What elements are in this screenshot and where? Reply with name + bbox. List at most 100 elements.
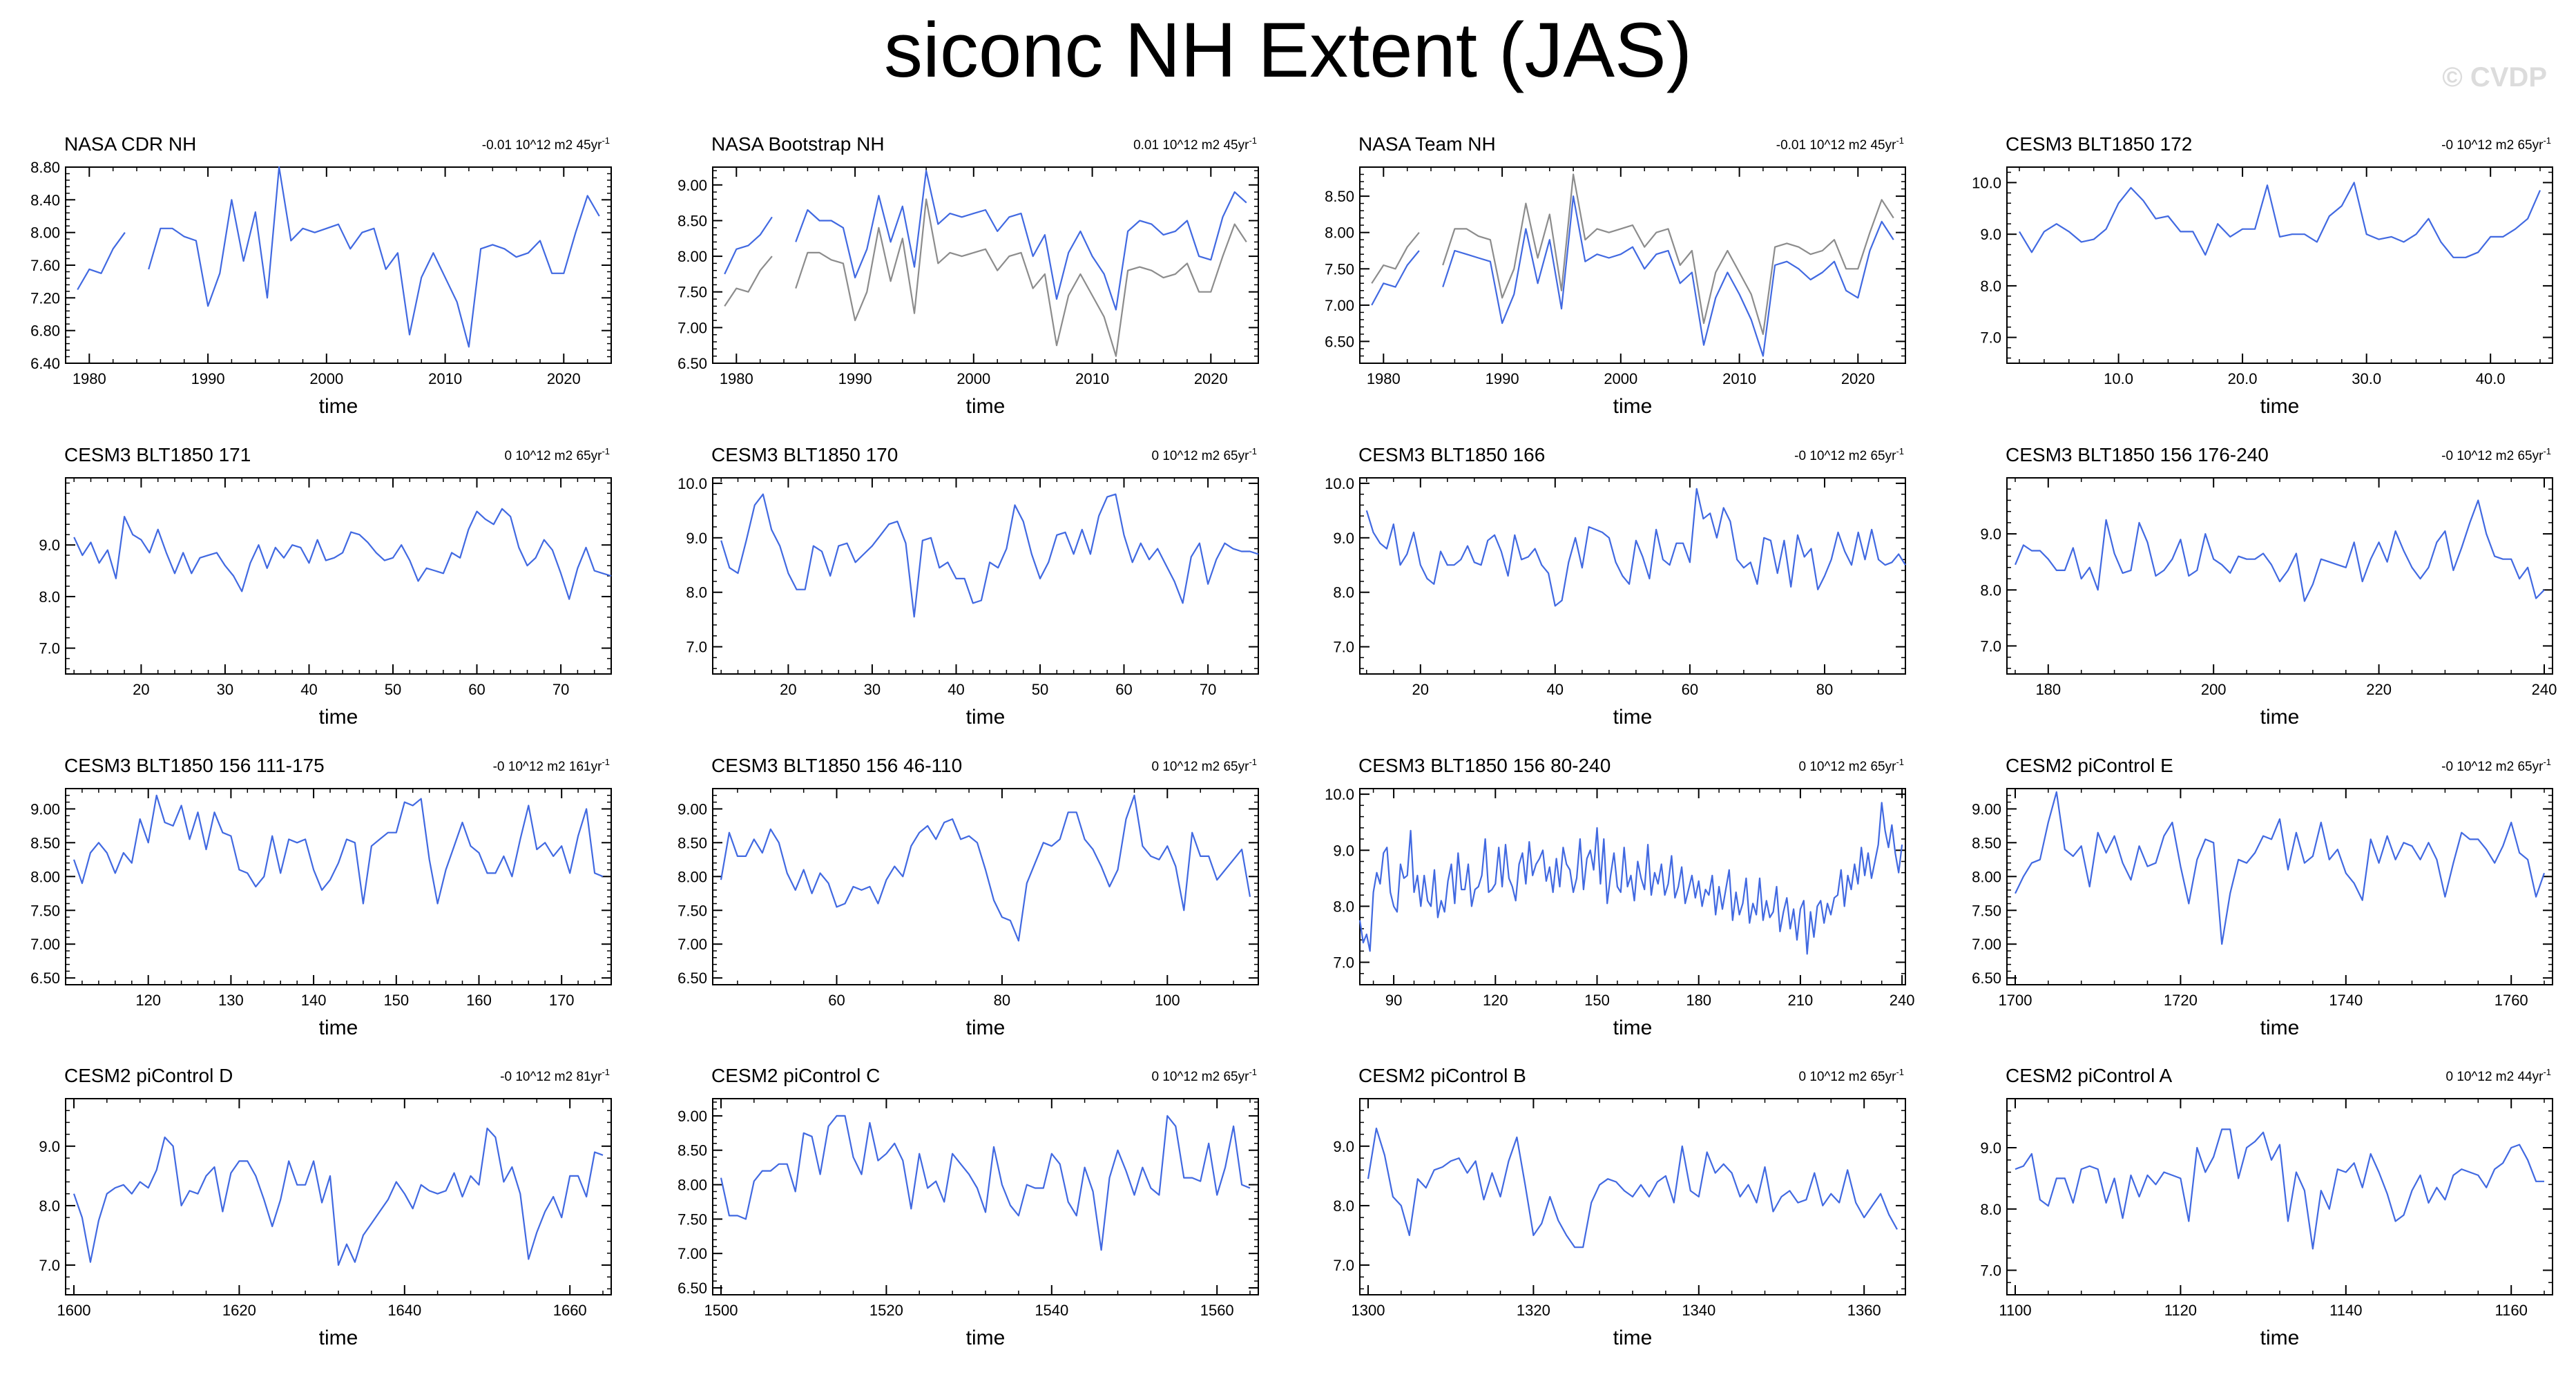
- trend-superscript: -1: [602, 446, 610, 456]
- chart-panel-1: NASA CDR NH -0.01 10^12 m2 45yr-1 1980 1990…: [30, 133, 612, 418]
- x-axis-label: time: [966, 395, 1006, 418]
- trend-text: 0 10^12 m2 65yr: [1798, 1070, 1896, 1084]
- x-axis-label: time: [966, 706, 1006, 729]
- plot-frame: [2006, 477, 2553, 675]
- y-tick-label: 8.0: [39, 1197, 60, 1215]
- y-tick-label: 7.50: [1972, 902, 2001, 919]
- x-tick-label: 1720: [2164, 992, 2198, 1009]
- x-tick-label: 120: [135, 992, 161, 1009]
- plot-frame: [712, 788, 1259, 985]
- x-axis-label: time: [1613, 395, 1653, 418]
- series-line-1: [73, 508, 612, 600]
- y-tick-label: 8.50: [30, 834, 60, 851]
- trend-text: 0 10^12 m2 65yr: [1151, 760, 1249, 774]
- y-tick-label: 8.50: [677, 834, 707, 851]
- panel-title: NASA Team NH: [1358, 133, 1496, 155]
- x-tick-label: 60: [1682, 681, 1698, 698]
- panel-title: NASA Bootstrap NH: [711, 133, 885, 155]
- x-tick-label: 1990: [1486, 370, 1519, 387]
- x-axis-label: time: [319, 1016, 358, 1039]
- x-tick-label: 2000: [1604, 370, 1637, 387]
- trend-annotation: 0 10^12 m2 65yr-1: [1151, 446, 1257, 463]
- x-tick-label: 1320: [1517, 1302, 1550, 1319]
- x-tick-label: 80: [1816, 681, 1833, 698]
- y-tick-label: 8.0: [39, 588, 60, 606]
- x-axis-label: time: [1613, 1016, 1653, 1039]
- y-tick-label: 6.50: [30, 970, 60, 987]
- x-axis-label: time: [319, 1327, 358, 1349]
- trend-text: -0 10^12 m2 65yr: [1794, 449, 1896, 463]
- panel-title: CESM3 BLT1850 166: [1358, 444, 1545, 465]
- y-tick-label: 7.0: [1333, 954, 1354, 972]
- y-tick-label: 7.0: [1980, 329, 2001, 347]
- x-tick-label: 1340: [1682, 1302, 1715, 1319]
- trend-text: 0 10^12 m2 65yr: [1798, 760, 1896, 774]
- x-axis-label: time: [319, 706, 358, 729]
- x-tick-label: 1140: [2329, 1302, 2362, 1319]
- trend-annotation: -0.01 10^12 m2 45yr-1: [1776, 135, 1904, 153]
- trend-annotation: 0 10^12 m2 65yr-1: [1151, 1067, 1257, 1084]
- y-tick-label: 7.00: [30, 936, 60, 953]
- x-axis-label: time: [2260, 1016, 2300, 1039]
- x-tick-label: 150: [1584, 992, 1610, 1009]
- x-tick-label: 2020: [1194, 370, 1228, 387]
- trend-annotation: -0 10^12 m2 65yr-1: [2441, 446, 2551, 463]
- x-tick-label: 2000: [309, 370, 343, 387]
- x-tick-label: 220: [2366, 681, 2392, 698]
- y-tick-label: 7.50: [30, 902, 60, 919]
- y-tick-label: 8.40: [30, 191, 60, 209]
- y-tick-label: 7.00: [1325, 297, 1354, 314]
- y-tick-label: 9.0: [39, 537, 60, 554]
- trend-annotation: 0 10^12 m2 65yr-1: [504, 446, 610, 463]
- x-axis-label: time: [1613, 706, 1653, 729]
- y-tick-label: 9.0: [686, 530, 707, 547]
- x-tick-label: 1100: [1999, 1302, 2031, 1319]
- panel-title: CESM3 BLT1850 156 80-240: [1358, 755, 1611, 776]
- plot-frame: [65, 477, 612, 675]
- y-tick-label: 7.00: [677, 936, 707, 953]
- plot-frame: [65, 788, 612, 985]
- chart-panel-15: CESM2 piControl B 0 10^12 m2 65yr-1 1300 13…: [1333, 1065, 1906, 1349]
- panel-title: NASA CDR NH: [64, 133, 196, 155]
- x-tick-label: 1980: [720, 370, 753, 387]
- chart-panel-5: CESM3 BLT1850 171 0 10^12 m2 65yr-1 20 30 40…: [39, 444, 612, 729]
- series-line-1: [1367, 1127, 1898, 1249]
- x-tick-label: 2000: [957, 370, 990, 387]
- x-tick-label: 180: [2035, 681, 2061, 698]
- x-tick-label: 40: [300, 681, 317, 698]
- x-tick-label: 180: [1686, 992, 1711, 1009]
- x-tick-label: 170: [549, 992, 575, 1009]
- x-tick-label: 100: [1155, 992, 1180, 1009]
- y-tick-label: 8.00: [677, 1177, 707, 1194]
- y-tick-label: 8.00: [1972, 868, 2001, 885]
- chart-panel-12: CESM2 piControl E -0 10^12 m2 65yr-1 1700 1…: [1972, 755, 2553, 1039]
- x-tick-label: 1160: [2495, 1302, 2528, 1319]
- series-line-1: [720, 794, 1251, 942]
- plot-frame: [2006, 166, 2553, 364]
- x-tick-label: 60: [468, 681, 485, 698]
- y-tick-label: 9.00: [677, 177, 707, 194]
- trend-annotation: 0 10^12 m2 65yr-1: [1151, 757, 1257, 774]
- x-tick-label: 140: [301, 992, 327, 1009]
- x-tick-label: 1520: [869, 1302, 903, 1319]
- chart-panel-11: CESM3 BLT1850 156 80-240 0 10^12 m2 65yr-…: [1325, 755, 1914, 1039]
- trend-text: 0 10^12 m2 65yr: [1151, 449, 1249, 463]
- x-tick-label: 200: [2201, 681, 2227, 698]
- y-tick-label: 6.40: [30, 355, 60, 372]
- x-tick-label: 60: [1115, 681, 1132, 698]
- y-tick-label: 8.0: [1980, 278, 2001, 295]
- chart-panel-6: CESM3 BLT1850 170 0 10^12 m2 65yr-1 20 30 40…: [677, 444, 1259, 729]
- y-tick-label: 9.0: [39, 1138, 60, 1155]
- y-tick-label: 6.50: [1972, 970, 2001, 987]
- series-line-1: [2015, 1128, 2544, 1250]
- x-axis-label: time: [2260, 706, 2300, 729]
- x-tick-label: 30: [864, 681, 881, 698]
- panel-title: CESM3 BLT1850 156 111-175: [64, 755, 325, 776]
- chart-panel-8: CESM3 BLT1850 156 176-240 -0 10^12 m2 65y…: [1980, 444, 2557, 729]
- plot-frame: [1359, 477, 1906, 675]
- trend-annotation: -0 10^12 m2 65yr-1: [2441, 135, 2551, 153]
- x-tick-label: 10.0: [2104, 370, 2133, 387]
- plot-frame: [712, 166, 1259, 364]
- trend-text: 0 10^12 m2 65yr: [1151, 1070, 1249, 1084]
- x-axis-label: time: [319, 395, 358, 418]
